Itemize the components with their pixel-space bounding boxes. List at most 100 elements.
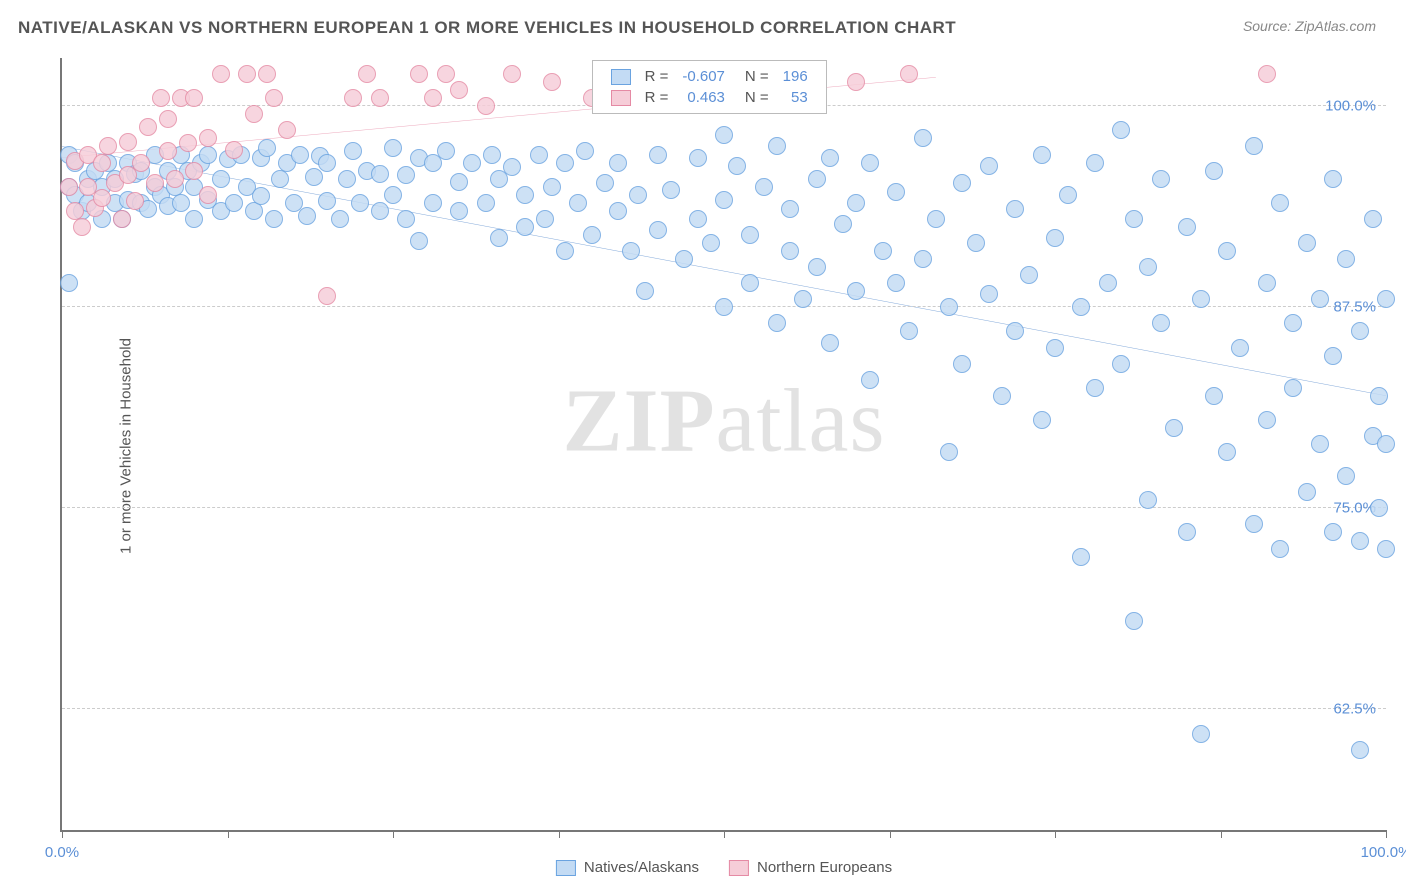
data-point (689, 149, 707, 167)
data-point (410, 232, 428, 250)
series-legend: Natives/AlaskansNorthern Europeans (556, 859, 892, 876)
data-point (1192, 725, 1210, 743)
data-point (636, 282, 654, 300)
x-tick (559, 830, 560, 838)
data-point (1072, 548, 1090, 566)
data-point (689, 210, 707, 228)
data-point (185, 89, 203, 107)
data-point (755, 178, 773, 196)
data-point (1125, 210, 1143, 228)
data-point (490, 229, 508, 247)
data-point (622, 242, 640, 260)
legend-swatch (556, 860, 576, 876)
plot-area: ZIPatlas 62.5%75.0%87.5%100.0%0.0%100.0%… (60, 58, 1386, 832)
data-point (516, 186, 534, 204)
data-point (99, 137, 117, 155)
data-point (397, 210, 415, 228)
data-point (662, 181, 680, 199)
data-point (258, 65, 276, 83)
data-point (477, 194, 495, 212)
data-point (146, 174, 164, 192)
data-point (424, 89, 442, 107)
data-point (371, 202, 389, 220)
data-point (126, 192, 144, 210)
data-point (477, 97, 495, 115)
data-point (152, 89, 170, 107)
data-point (821, 149, 839, 167)
data-point (271, 170, 289, 188)
data-point (847, 282, 865, 300)
data-point (1139, 258, 1157, 276)
data-point (556, 154, 574, 172)
data-point (980, 285, 998, 303)
data-point (252, 187, 270, 205)
data-point (179, 134, 197, 152)
data-point (318, 192, 336, 210)
y-tick-label: 100.0% (1325, 98, 1376, 115)
data-point (1205, 387, 1223, 405)
data-point (874, 242, 892, 260)
x-tick (1386, 830, 1387, 838)
data-point (887, 274, 905, 292)
data-point (1337, 250, 1355, 268)
trend-line (62, 146, 1386, 395)
data-point (1033, 146, 1051, 164)
trend-lines (62, 58, 1386, 830)
data-point (1377, 290, 1395, 308)
data-point (1099, 274, 1117, 292)
data-point (1377, 540, 1395, 558)
data-point (1311, 290, 1329, 308)
data-point (543, 73, 561, 91)
data-point (1218, 443, 1236, 461)
data-point (543, 178, 561, 196)
data-point (1351, 741, 1369, 759)
watermark-light: atlas (716, 371, 886, 470)
data-point (483, 146, 501, 164)
data-point (702, 234, 720, 252)
data-point (291, 146, 309, 164)
x-tick (228, 830, 229, 838)
data-point (1271, 540, 1289, 558)
data-point (358, 65, 376, 83)
data-point (450, 202, 468, 220)
watermark: ZIPatlas (563, 369, 886, 472)
data-point (808, 258, 826, 276)
data-point (132, 154, 150, 172)
data-point (808, 170, 826, 188)
data-point (569, 194, 587, 212)
data-point (1178, 523, 1196, 541)
y-tick-label: 87.5% (1333, 299, 1376, 316)
data-point (278, 121, 296, 139)
data-point (781, 200, 799, 218)
data-point (437, 65, 455, 83)
data-point (1245, 515, 1263, 533)
data-point (1258, 411, 1276, 429)
data-point (199, 146, 217, 164)
data-point (1245, 137, 1263, 155)
data-point (1152, 170, 1170, 188)
data-point (384, 186, 402, 204)
data-point (212, 65, 230, 83)
data-point (861, 371, 879, 389)
data-point (1178, 218, 1196, 236)
data-point (166, 170, 184, 188)
data-point (583, 226, 601, 244)
correlation-legend: R =-0.607N =196R =0.463N =53 (592, 60, 827, 114)
x-tick-label: 0.0% (45, 844, 79, 861)
chart-header: NATIVE/ALASKAN VS NORTHERN EUROPEAN 1 OR… (0, 0, 1406, 46)
legend-swatch (611, 69, 631, 85)
data-point (1006, 200, 1024, 218)
data-point (1139, 491, 1157, 509)
data-point (225, 194, 243, 212)
data-point (1324, 523, 1342, 541)
data-point (1192, 290, 1210, 308)
x-tick (890, 830, 891, 838)
data-point (900, 65, 918, 83)
data-point (1351, 322, 1369, 340)
data-point (410, 65, 428, 83)
data-point (172, 194, 190, 212)
data-point (238, 65, 256, 83)
data-point (159, 110, 177, 128)
data-point (1377, 435, 1395, 453)
data-point (371, 89, 389, 107)
